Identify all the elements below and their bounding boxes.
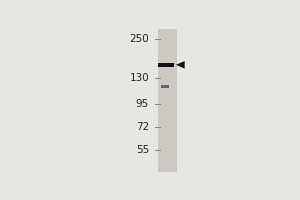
Text: 55: 55 bbox=[136, 145, 149, 155]
Bar bbox=[161, 85, 169, 88]
Text: 95: 95 bbox=[136, 99, 149, 109]
Bar bbox=[158, 62, 173, 67]
Text: 130: 130 bbox=[129, 73, 149, 83]
Bar bbox=[158, 29, 177, 172]
Text: 72: 72 bbox=[136, 122, 149, 132]
Polygon shape bbox=[176, 61, 185, 69]
Text: 250: 250 bbox=[129, 34, 149, 44]
